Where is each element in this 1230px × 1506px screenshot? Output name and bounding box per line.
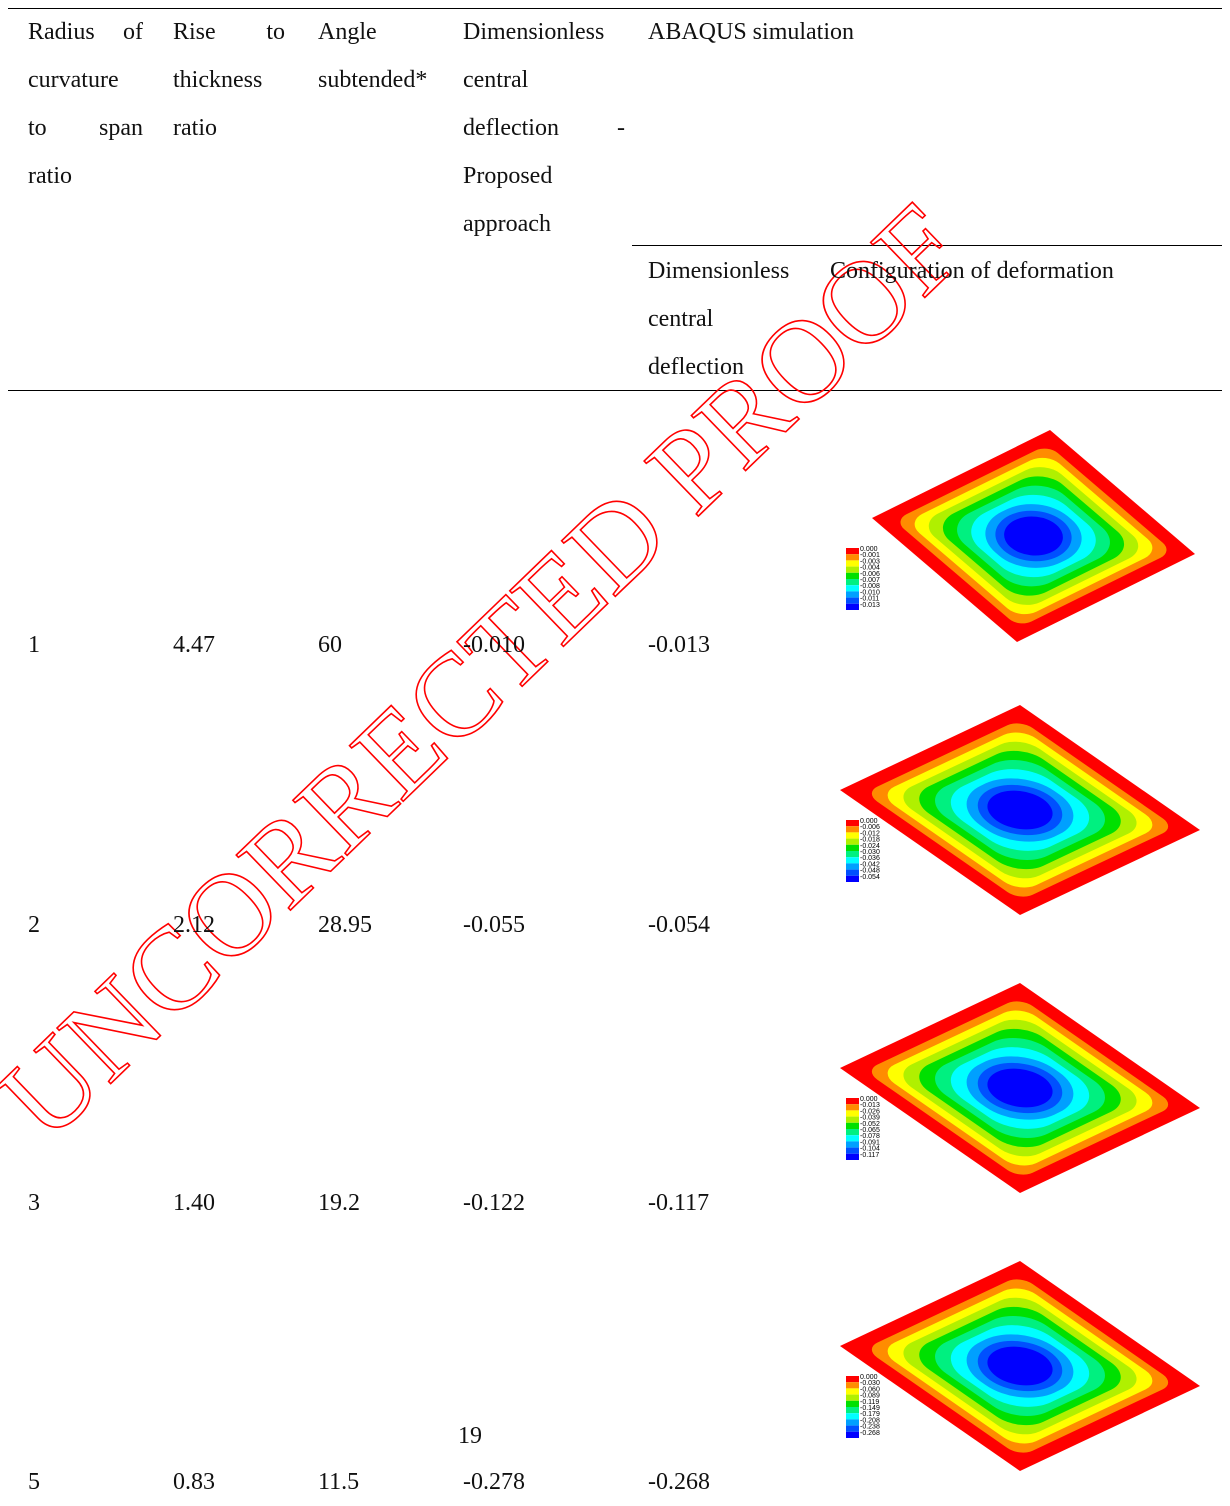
table-cell: -0.122: [463, 1179, 525, 1227]
table-cell: 0.83: [173, 1458, 215, 1506]
column-subheader: Configuration of deformation: [830, 247, 1210, 295]
table-cell: 3: [28, 1179, 40, 1227]
table-cell: 11.5: [318, 1458, 359, 1506]
table-cell: 1.40: [173, 1179, 215, 1227]
table-cell: 5: [28, 1458, 40, 1506]
table-cell: 19.2: [318, 1179, 360, 1227]
column-header: ABAQUS simulation: [648, 8, 1208, 56]
column-subheader: Dimensionless central deflection: [648, 247, 796, 391]
table-cell: 2.12: [173, 901, 215, 949]
column-header: Radius of curvature to span ratio: [28, 8, 143, 200]
column-header: Dimensionless central deflection - Propo…: [463, 8, 625, 248]
table-cell: 2: [28, 901, 40, 949]
table-cell: -0.117: [648, 1179, 709, 1227]
table-cell: 60: [318, 621, 342, 669]
table-cell: 1: [28, 621, 40, 669]
column-header: Rise to thickness ratio: [173, 8, 285, 152]
page: 0.000-0.001-0.003-0.004-0.006-0.007-0.00…: [0, 0, 1230, 1498]
column-header: Angle subtended*: [318, 8, 443, 104]
table-cell: -0.013: [648, 621, 710, 669]
table-cell: 4.47: [173, 621, 215, 669]
table-cell: -0.054: [648, 901, 710, 949]
table-cell: -0.278: [463, 1458, 525, 1506]
table-cell: -0.010: [463, 621, 525, 669]
table-cell: -0.268: [648, 1458, 710, 1506]
table-cell: -0.055: [463, 901, 525, 949]
table-cell: 28.95: [318, 901, 372, 949]
watermark: UNCORRECTED PROOF: [0, 179, 987, 1164]
